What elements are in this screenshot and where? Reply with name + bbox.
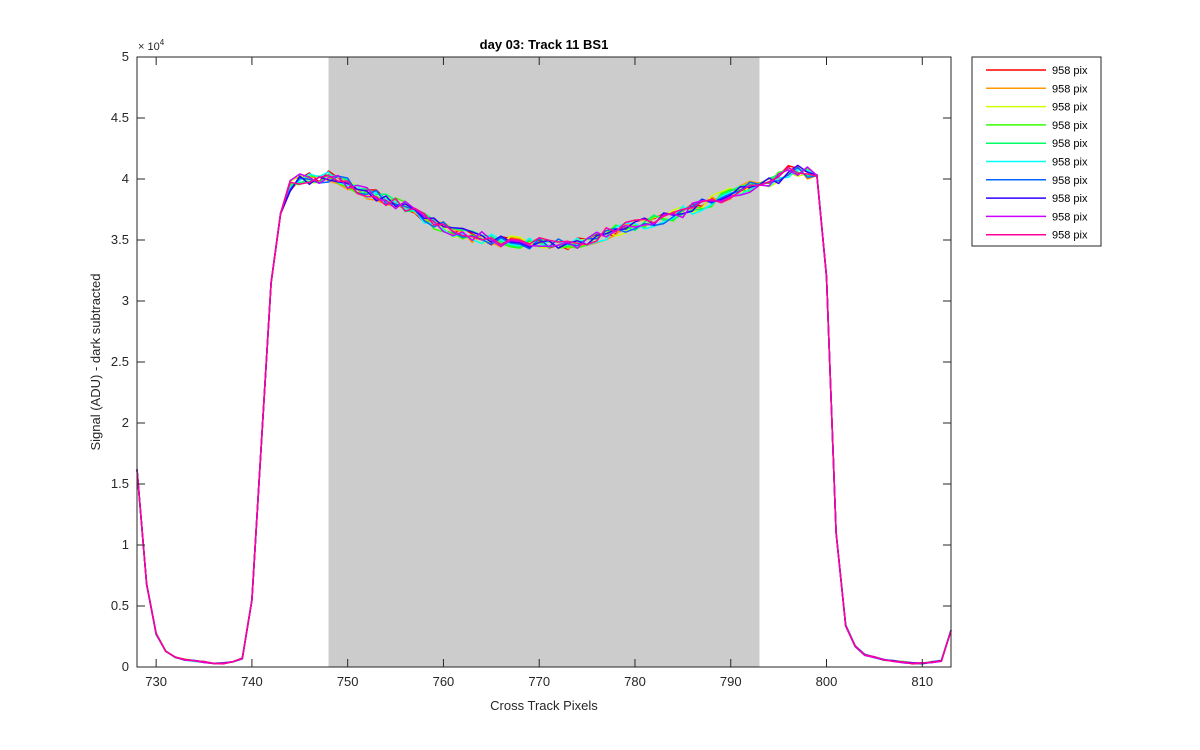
- legend-entry: 958 pix: [986, 175, 1088, 187]
- legend-label: 958 pix: [1052, 83, 1088, 95]
- y-tick-label: 3.5: [111, 232, 129, 247]
- x-tick-label: 790: [720, 674, 742, 689]
- x-tick-label: 760: [433, 674, 455, 689]
- x-tick-label: 730: [145, 674, 167, 689]
- y-tick-label: 1.5: [111, 476, 129, 491]
- y-axis: 0 0.5 1 1.5 2 2.5 3 3.5 4 4.5 5: [111, 49, 951, 674]
- x-axis: 730 740 750 760 770 780 790 800 810: [145, 57, 933, 689]
- legend-label: 958 pix: [1052, 230, 1088, 242]
- x-axis-label: Cross Track Pixels: [490, 698, 598, 713]
- x-tick-label: 770: [528, 674, 550, 689]
- y-tick-label: 0.5: [111, 598, 129, 613]
- series-line-10: [136, 166, 952, 665]
- x-tick-label: 810: [911, 674, 933, 689]
- legend-label: 958 pix: [1052, 65, 1088, 77]
- legend-entry: 958 pix: [986, 65, 1088, 77]
- y-tick-label: 4: [122, 171, 129, 186]
- shaded-region: [328, 57, 760, 667]
- y-tick-label: 2: [122, 415, 129, 430]
- legend-label: 958 pix: [1052, 120, 1088, 132]
- y-tick-label: 0: [122, 659, 129, 674]
- legend-entry: 958 pix: [986, 138, 1088, 150]
- y-axis-label: Signal (ADU) - dark subtracted: [88, 273, 103, 450]
- legend-entry: 958 pix: [986, 102, 1088, 114]
- legend-entry: 958 pix: [986, 230, 1088, 242]
- x-tick-label: 740: [241, 674, 263, 689]
- legend: 958 pix 958 pix 958 pix 958 pix 958 pix 958 p…: [971, 56, 1102, 247]
- legend-entry: 958 pix: [986, 83, 1088, 95]
- legend-label: 958 pix: [1052, 175, 1088, 187]
- y-tick-label: 1: [122, 537, 129, 552]
- series-group: [136, 164, 952, 665]
- y-exponent-label: × 104: [138, 38, 165, 53]
- legend-entry: 958 pix: [986, 193, 1088, 205]
- legend-label: 958 pix: [1052, 157, 1088, 169]
- legend-label: 958 pix: [1052, 138, 1088, 150]
- legend-entry: 958 pix: [986, 157, 1088, 169]
- y-tick-label: 3: [122, 293, 129, 308]
- legend-label: 958 pix: [1052, 193, 1088, 205]
- legend-label: 958 pix: [1052, 102, 1088, 114]
- x-tick-label: 780: [624, 674, 646, 689]
- chart-title: day 03: Track 11 BS1: [480, 37, 609, 52]
- x-tick-label: 750: [337, 674, 359, 689]
- y-tick-label: 2.5: [111, 354, 129, 369]
- y-tick-label: 4.5: [111, 110, 129, 125]
- legend-label: 958 pix: [1052, 211, 1088, 223]
- legend-entry: 958 pix: [986, 120, 1088, 132]
- y-tick-label: 5: [122, 49, 129, 64]
- x-tick-label: 800: [816, 674, 838, 689]
- legend-entry: 958 pix: [986, 211, 1088, 223]
